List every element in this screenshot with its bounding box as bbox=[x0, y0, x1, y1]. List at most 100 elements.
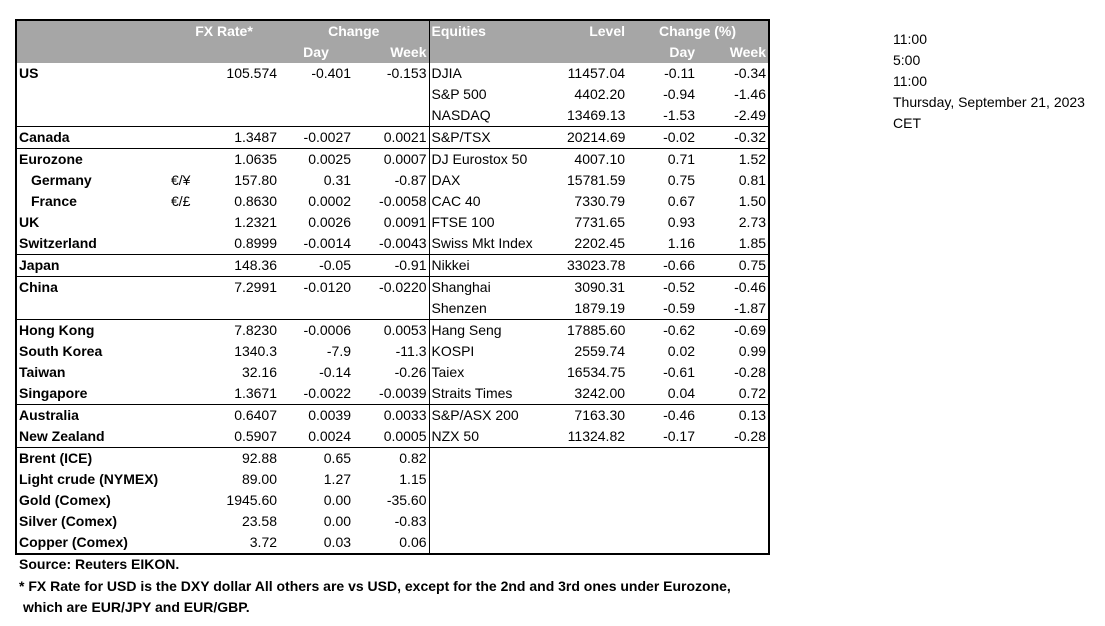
equity-change-week-cell: -1.46 bbox=[734, 86, 767, 102]
fx-change-week-cell: 0.82 bbox=[353, 447, 430, 469]
market-data-table: FX Rate* Change Equities Level Change (%… bbox=[15, 19, 770, 555]
equity-name-cell bbox=[428, 490, 566, 511]
equity-name-cell: NASDAQ bbox=[428, 105, 566, 127]
equity-change-day-cell: 0.71 bbox=[627, 148, 698, 170]
country-cell: Gold (Comex) bbox=[19, 492, 111, 508]
equity-level-cell: 7330.79 bbox=[574, 193, 626, 209]
fx-change-week-cell: 0.0007 bbox=[353, 148, 430, 170]
table-row: Gold (Comex) 1945.60 0.00 -35.60 bbox=[17, 490, 768, 511]
equity-level-cell: 11457.04 bbox=[567, 65, 626, 81]
equity-change-day-cell: -0.61 bbox=[663, 364, 696, 380]
equity-change-week-cell: -0.32 bbox=[697, 126, 769, 149]
equity-change-week-cell: 0.13 bbox=[697, 404, 769, 426]
fx-change-week-cell: 0.0053 bbox=[353, 319, 430, 341]
equity-name-cell: Taiex bbox=[428, 362, 566, 383]
equity-change-day-cell: -0.11 bbox=[664, 65, 696, 81]
equity-name-cell: DJ Eurostox 50 bbox=[428, 148, 566, 170]
fx-symbol-cell bbox=[169, 426, 195, 448]
source-note: Source: Reuters EIKON. bbox=[19, 556, 180, 572]
country-cell: Silver (Comex) bbox=[19, 513, 118, 529]
equity-level-cell bbox=[565, 469, 627, 490]
fx-rate-cell: 32.16 bbox=[241, 364, 278, 380]
equity-change-week-cell: -0.28 bbox=[734, 364, 767, 380]
fx-change-week-cell: -11.3 bbox=[395, 343, 427, 359]
fx-change-day-cell: -0.14 bbox=[319, 364, 352, 380]
fx-change-week-cell bbox=[353, 105, 429, 127]
time-1: 11:00 bbox=[893, 31, 927, 47]
fx-symbol-cell bbox=[169, 447, 195, 469]
fx-symbol-cell bbox=[169, 362, 195, 383]
fx-change-week-cell: -0.0058 bbox=[379, 193, 427, 209]
equity-change-day-cell: -0.59 bbox=[663, 300, 696, 316]
fx-change-day-cell: -0.0006 bbox=[279, 319, 354, 341]
table-row: Canada 1.3487 -0.0027 0.0021 S&P/TSX 20214.69… bbox=[17, 126, 769, 149]
fx-change-week-cell: 0.0033 bbox=[353, 404, 430, 426]
equity-level-cell: 2202.45 bbox=[574, 235, 626, 251]
equity-change-day-cell: 0.75 bbox=[667, 172, 696, 188]
header-row-1: FX Rate* Change Equities Level Change (%… bbox=[17, 21, 769, 42]
country-cell bbox=[17, 84, 169, 105]
footnote-line-2: which are EUR/JPY and EUR/GBP. bbox=[23, 599, 250, 615]
equity-level-cell: 3090.31 bbox=[565, 276, 628, 298]
equity-change-week-cell: -1.87 bbox=[734, 300, 767, 316]
fx-change-day-cell: -0.0027 bbox=[279, 126, 354, 149]
fx-change-week-cell: -0.0043 bbox=[379, 235, 427, 251]
equity-name-cell: DAX bbox=[428, 170, 566, 191]
fx-change-week-cell: -0.91 bbox=[353, 254, 430, 277]
fx-change-day-cell: -0.401 bbox=[311, 65, 352, 81]
equity-level-cell: 11324.82 bbox=[567, 428, 626, 444]
equity-level-cell: 13469.13 bbox=[567, 107, 626, 123]
fx-change-day-cell: -7.9 bbox=[326, 343, 352, 359]
country-cell: France bbox=[31, 193, 77, 209]
fx-symbol-cell bbox=[169, 298, 195, 320]
header-eq-week: Week bbox=[697, 42, 769, 63]
country-cell: Hong Kong bbox=[17, 319, 169, 341]
header-level: Level bbox=[565, 21, 628, 42]
fx-change-day-cell: 0.0002 bbox=[308, 193, 352, 209]
equity-change-day-cell: -0.52 bbox=[627, 276, 698, 298]
equity-name-cell: KOSPI bbox=[428, 341, 566, 362]
fx-symbol-cell: €/¥ bbox=[171, 172, 191, 188]
fx-rate-cell: 89.00 bbox=[241, 471, 278, 487]
fx-symbol-cell bbox=[169, 105, 195, 127]
table-row: Shenzen 1879.19 -0.59 -1.87 bbox=[17, 298, 768, 320]
equity-change-day-cell bbox=[627, 490, 697, 511]
fx-change-day-cell: -0.05 bbox=[279, 254, 354, 277]
header-change: Change bbox=[279, 21, 430, 42]
header-change-pct: Change (%) bbox=[627, 21, 769, 42]
equity-change-week-cell: 0.72 bbox=[738, 385, 767, 401]
table-row: NASDAQ 13469.13 -1.53 -2.49 bbox=[17, 105, 768, 127]
equity-change-week-cell bbox=[697, 469, 768, 490]
fx-rate-cell: 157.80 bbox=[234, 172, 278, 188]
fx-rate-cell: 105.574 bbox=[226, 65, 278, 81]
equity-change-day-cell: 0.02 bbox=[667, 343, 696, 359]
fx-change-week-cell: 0.0091 bbox=[383, 214, 427, 230]
fx-change-day-cell bbox=[279, 84, 353, 105]
fx-change-day-cell: 0.0039 bbox=[279, 404, 354, 426]
equity-change-week-cell bbox=[697, 532, 768, 553]
equity-name-cell bbox=[428, 469, 566, 490]
equity-change-week-cell: -0.46 bbox=[697, 276, 769, 298]
equity-name-cell: Shenzen bbox=[428, 298, 566, 320]
equity-change-day-cell: -0.62 bbox=[627, 319, 698, 341]
header-row-2: Day Week Day Week bbox=[17, 42, 769, 63]
fx-rate-cell: 1.0635 bbox=[195, 148, 280, 170]
timezone-label: CET bbox=[893, 115, 921, 131]
equity-level-cell bbox=[565, 532, 627, 553]
header-equities: Equities bbox=[428, 21, 566, 42]
equity-change-week-cell: -0.69 bbox=[697, 319, 769, 341]
fx-change-day-cell: 0.00 bbox=[323, 492, 352, 508]
fx-rate-cell bbox=[195, 84, 279, 105]
equity-change-week-cell: 1.50 bbox=[738, 193, 767, 209]
country-cell: Canada bbox=[17, 126, 169, 149]
equity-change-day-cell: -0.17 bbox=[663, 428, 696, 444]
fx-symbol-cell bbox=[169, 148, 195, 170]
country-cell: China bbox=[17, 276, 169, 298]
equity-change-week-cell: -0.28 bbox=[734, 428, 767, 444]
fx-rate-cell: 7.8230 bbox=[195, 319, 280, 341]
equity-name-cell bbox=[428, 447, 566, 469]
fx-change-day-cell: 0.0026 bbox=[308, 214, 352, 230]
fx-rate-cell: 3.72 bbox=[249, 534, 278, 550]
country-cell: Australia bbox=[17, 404, 169, 426]
fx-symbol-cell bbox=[169, 84, 195, 105]
